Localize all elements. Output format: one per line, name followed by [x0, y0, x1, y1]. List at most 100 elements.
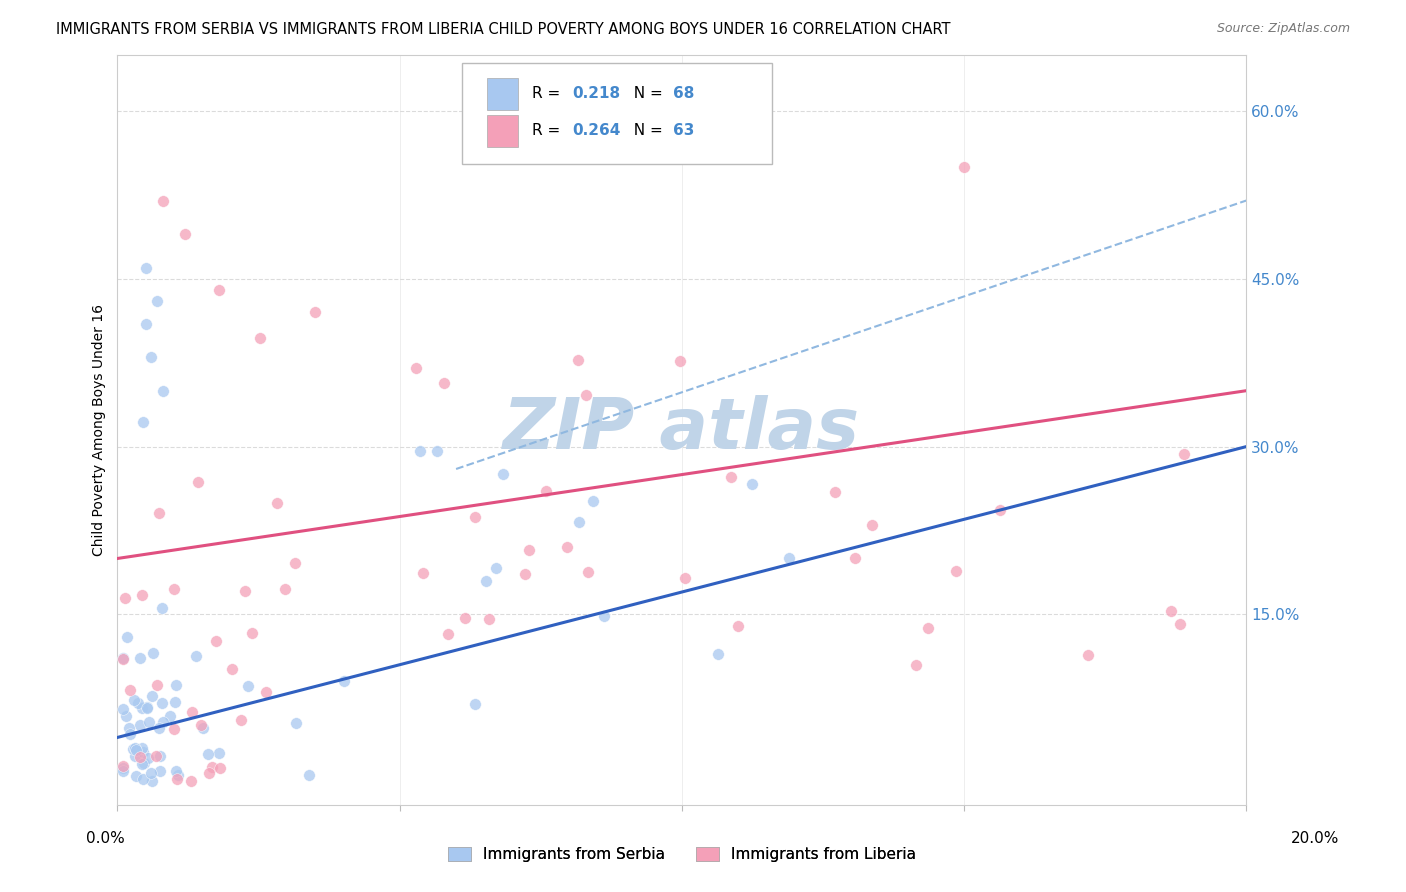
Point [163, 722, 186, 736]
Point [426, 444, 449, 458]
Point [409, 444, 432, 458]
Point [249, 331, 271, 345]
Point [953, 160, 976, 174]
Text: R =: R = [531, 86, 565, 101]
Point [138, 714, 160, 729]
Point [146, 294, 169, 309]
Point [148, 506, 170, 520]
Point [112, 761, 135, 775]
Point [131, 741, 153, 756]
Point [180, 705, 202, 719]
Point [132, 746, 155, 760]
Point [204, 633, 226, 648]
Point [515, 566, 537, 581]
Point [112, 651, 135, 665]
Point [129, 718, 152, 732]
Point [485, 561, 508, 575]
Point [706, 647, 728, 661]
Text: IMMIGRANTS FROM SERBIA VS IMMIGRANTS FROM LIBERIA CHILD POVERTY AMONG BOYS UNDER: IMMIGRANTS FROM SERBIA VS IMMIGRANTS FRO… [56, 22, 950, 37]
Text: 0.264: 0.264 [572, 123, 620, 138]
Point [112, 702, 135, 716]
Point [824, 484, 846, 499]
Point [145, 677, 167, 691]
Point [576, 566, 599, 580]
Point [190, 718, 212, 732]
Point [118, 721, 141, 735]
Point [166, 772, 188, 786]
Point [221, 662, 243, 676]
Point [207, 746, 229, 760]
Point [236, 679, 259, 693]
Point [139, 765, 162, 780]
Point [114, 591, 136, 605]
Point [136, 701, 159, 715]
Point [152, 384, 174, 398]
Point [122, 742, 145, 756]
Text: 0.0%: 0.0% [86, 831, 125, 846]
Point [1168, 616, 1191, 631]
Point [125, 769, 148, 783]
Point [129, 750, 152, 764]
Point [124, 693, 146, 707]
Point [593, 609, 616, 624]
Point [135, 260, 157, 275]
Text: N =: N = [624, 86, 668, 101]
Text: 0.218: 0.218 [572, 86, 620, 101]
Point [141, 774, 163, 789]
Point [180, 774, 202, 789]
Point [124, 749, 146, 764]
Point [492, 467, 515, 481]
Point [165, 764, 187, 778]
FancyBboxPatch shape [486, 78, 519, 110]
Point [304, 305, 326, 319]
Text: Source: ZipAtlas.com: Source: ZipAtlas.com [1216, 22, 1350, 36]
Point [274, 582, 297, 597]
FancyBboxPatch shape [461, 62, 772, 164]
Point [136, 751, 159, 765]
Point [136, 699, 159, 714]
Point [150, 696, 173, 710]
Point [163, 582, 186, 597]
Point [917, 621, 939, 635]
Text: R =: R = [531, 123, 565, 138]
Point [231, 714, 253, 728]
Point [844, 551, 866, 566]
Point [1160, 604, 1182, 618]
Point [131, 701, 153, 715]
Point [1173, 447, 1195, 461]
Text: 63: 63 [673, 123, 695, 138]
Point [141, 350, 163, 364]
Point [131, 589, 153, 603]
Point [142, 646, 165, 660]
Point [208, 283, 231, 297]
Point [115, 709, 138, 723]
Point [862, 517, 884, 532]
Point [741, 477, 763, 491]
Point [233, 584, 256, 599]
Point [152, 601, 174, 615]
Point [174, 227, 197, 241]
Point [152, 714, 174, 729]
Point [254, 685, 277, 699]
Point [905, 657, 928, 672]
Point [201, 760, 224, 774]
Point [568, 515, 591, 529]
Point [112, 764, 135, 779]
Point [152, 194, 174, 208]
Point [129, 651, 152, 665]
Point [132, 756, 155, 771]
Point [555, 541, 578, 555]
Point [464, 697, 486, 711]
Point [131, 415, 153, 429]
Point [453, 611, 475, 625]
Point [127, 696, 149, 710]
Point [165, 678, 187, 692]
Point [727, 618, 749, 632]
Point [475, 574, 498, 588]
FancyBboxPatch shape [486, 115, 519, 147]
Point [673, 572, 696, 586]
Point [209, 761, 232, 775]
Text: ZIP atlas: ZIP atlas [503, 395, 860, 465]
Point [145, 749, 167, 764]
Point [567, 353, 589, 368]
